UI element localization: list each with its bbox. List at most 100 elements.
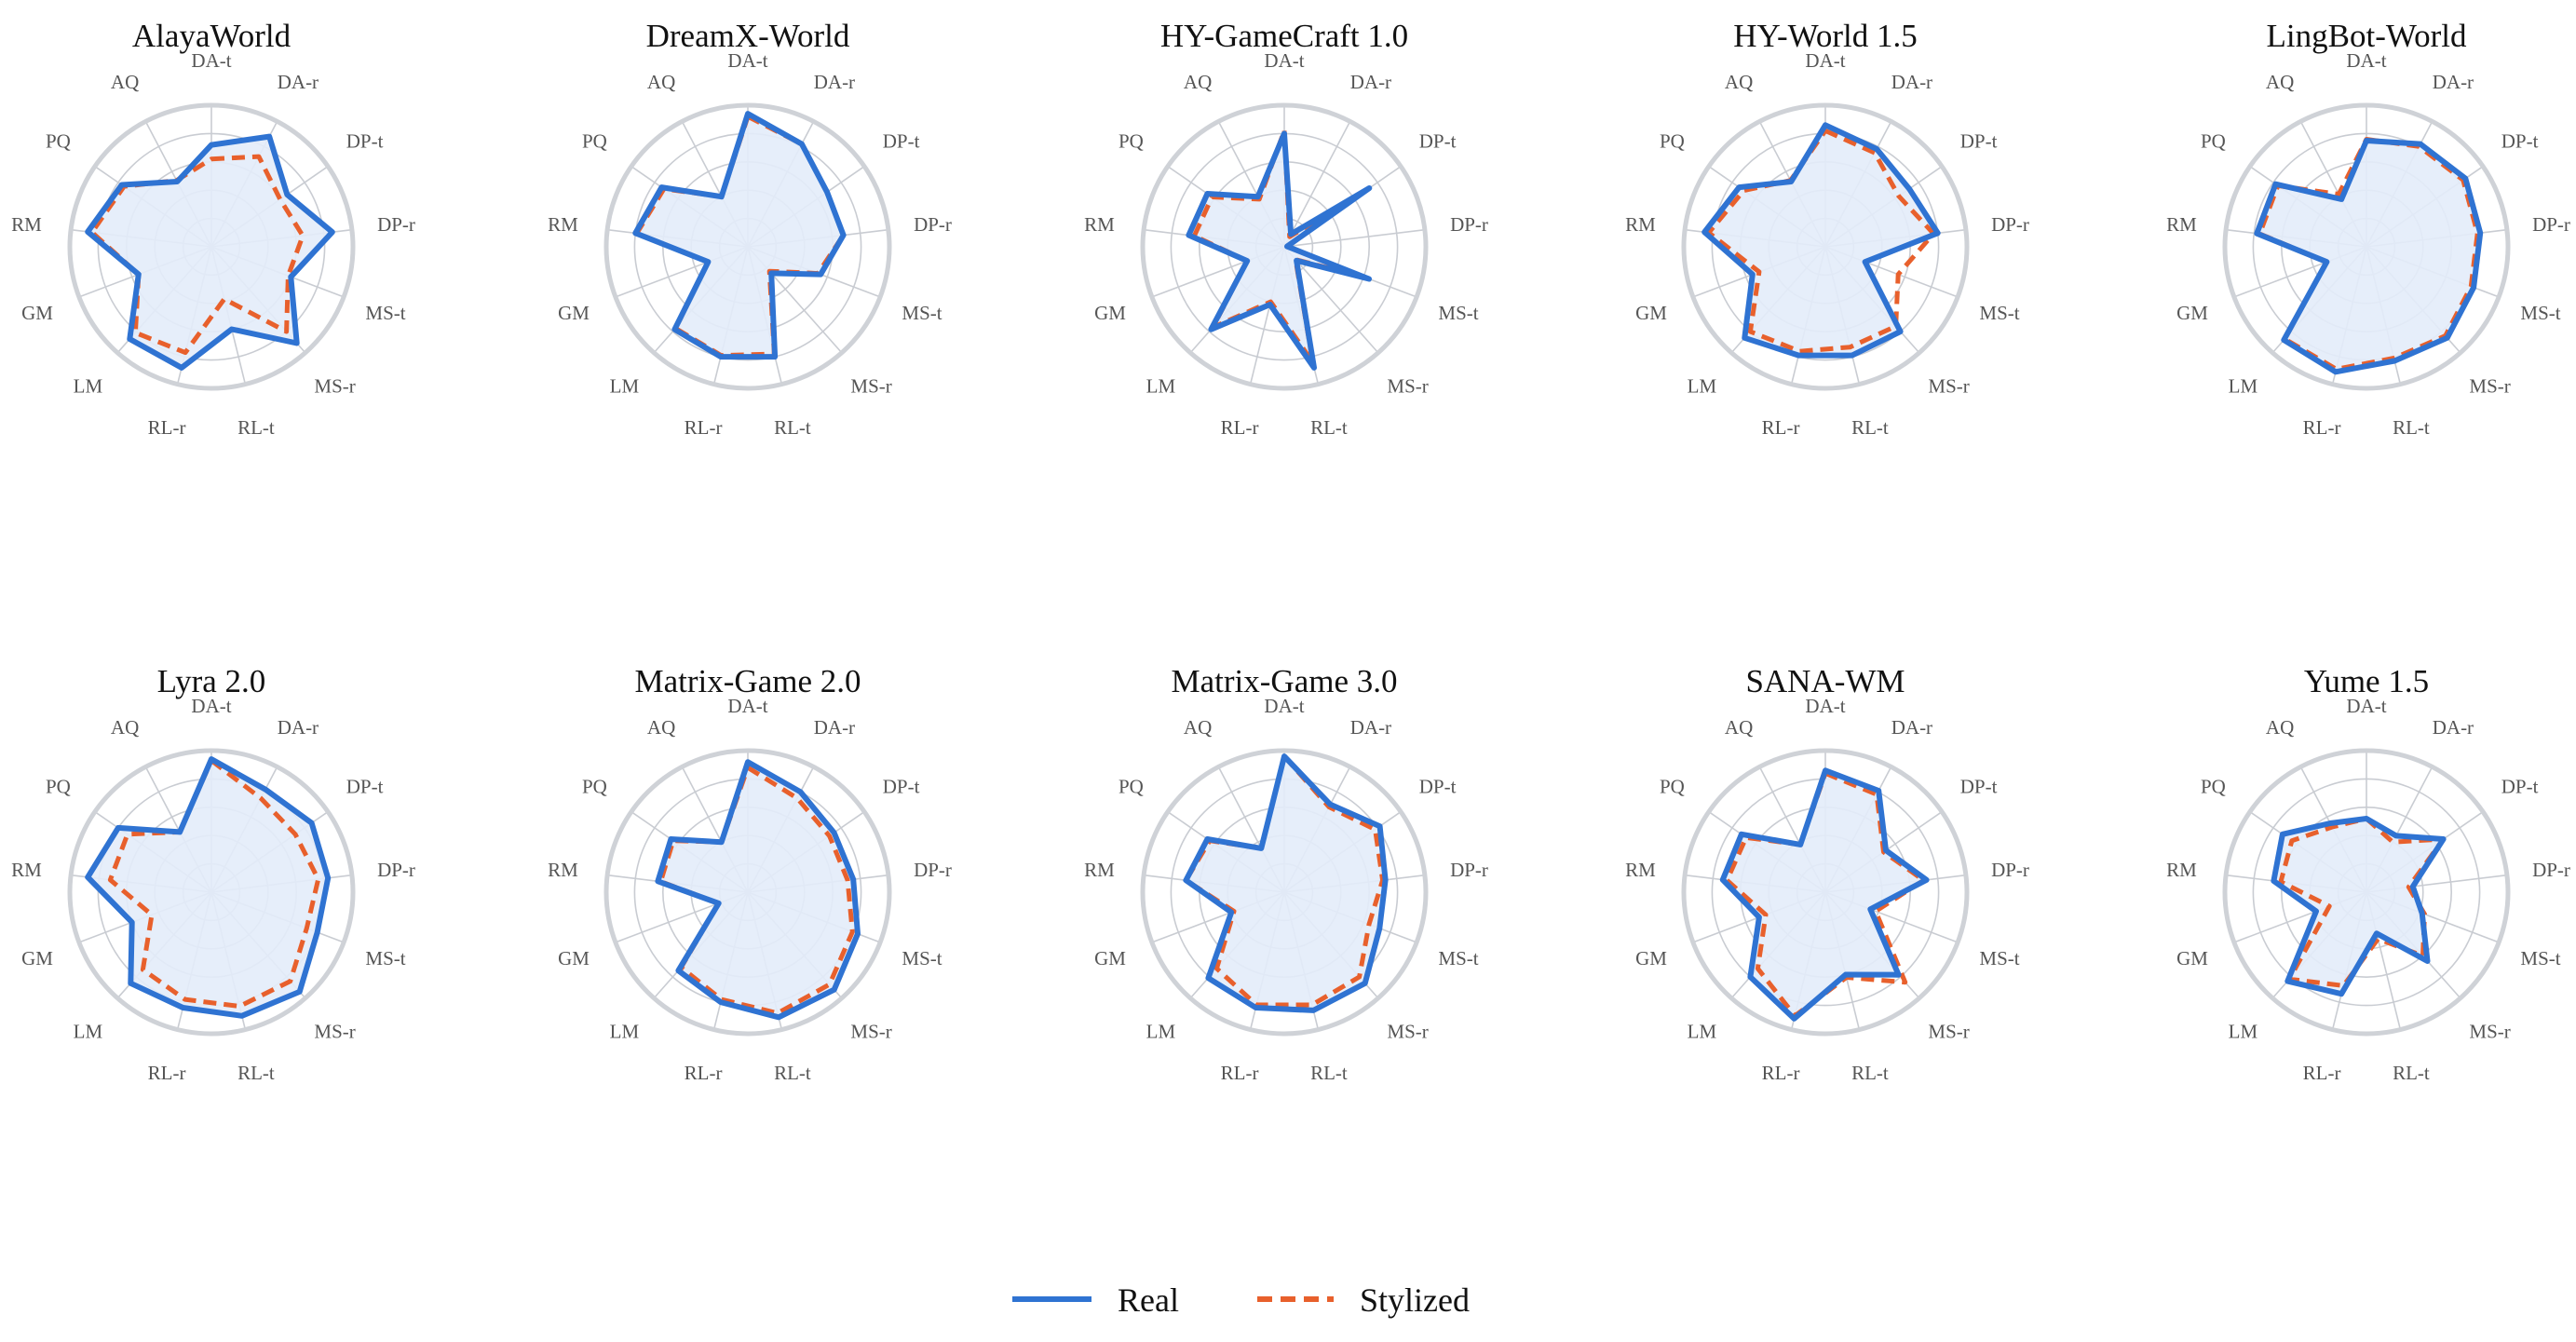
radar-chart: DA-t DA-r DP-t DP-r MS-t MS-r RL-t RL-r LM GM RM PQ…: [1625, 663, 2029, 1084]
axis-label: DA-t: [2346, 695, 2386, 717]
axis-label: DP-r: [914, 859, 952, 881]
axis-label: MS-t: [1438, 302, 1478, 324]
real-area-fill: [88, 759, 329, 1016]
outer-ring: [2222, 102, 2511, 391]
axis-label: GM: [1094, 947, 1126, 969]
axis-label: GM: [21, 947, 53, 969]
axis-label: DA-r: [814, 716, 855, 739]
axis-label: DP-r: [1450, 213, 1488, 236]
axis-label: AQ: [647, 716, 675, 739]
axis-label: DA-t: [727, 695, 767, 717]
axis-label: LM: [1688, 375, 1717, 398]
axis-label: DA-t: [727, 49, 767, 72]
real-area-fill: [2273, 819, 2444, 995]
series-line-real: [85, 133, 335, 371]
axis-label: RL-t: [1310, 416, 1348, 439]
axis-label: MS-r: [850, 1021, 891, 1043]
radar-chart: DA-t DA-r DP-t DP-r MS-t MS-r RL-t RL-r LM GM RM PQ…: [1084, 18, 1488, 439]
axis-label: MS-t: [2520, 302, 2560, 324]
grid-spoke: [1283, 228, 1425, 248]
axis-label: LM: [74, 375, 103, 398]
axis-label: RL-r: [2303, 1062, 2341, 1084]
radar-chart: DA-t DA-r DP-t DP-r MS-t MS-r RL-t RL-r LM GM RM PQ…: [2166, 663, 2570, 1084]
outer-ring: [67, 748, 356, 1037]
radar-chart: DA-t DA-r DP-t DP-r MS-t MS-r RL-t RL-r LM GM RM PQ…: [1625, 18, 2029, 439]
axis-label: MS-t: [1979, 947, 2019, 969]
axis-label: GM: [1094, 302, 1126, 324]
chart-title: Matrix-Game 2.0: [635, 663, 861, 699]
axis-label: MS-r: [1928, 375, 1969, 398]
axis-label: LM: [2229, 375, 2258, 398]
axis-label: RL-t: [774, 1062, 811, 1084]
axis-label: RM: [11, 859, 42, 881]
axis-label: DP-t: [1960, 129, 1998, 152]
axis-label: RL-t: [2393, 1062, 2430, 1084]
axis-label: AQ: [1184, 716, 1212, 739]
axis-label: AQ: [1184, 71, 1212, 93]
axis-label: RL-r: [1762, 416, 1800, 439]
axis-label: AQ: [1725, 71, 1753, 93]
axis-label: DA-t: [1264, 49, 1304, 72]
series-line-stylized: [1724, 770, 1927, 1019]
axis-label: RL-r: [1221, 416, 1259, 439]
axis-label: DA-r: [1891, 71, 1932, 93]
axis-label: DP-t: [1419, 129, 1457, 152]
axis-label: RL-r: [685, 416, 723, 439]
axis-label: DA-r: [278, 71, 319, 93]
axis-label: MS-r: [314, 1021, 355, 1043]
axis-label: RL-r: [148, 416, 186, 439]
real-area-fill: [2257, 141, 2481, 373]
axis-label: PQ: [2201, 129, 2226, 152]
outer-ring: [603, 102, 892, 391]
axis-label: DP-r: [377, 859, 415, 881]
axis-label: DP-r: [1991, 213, 2029, 236]
axis-label: RM: [1084, 213, 1115, 236]
axis-label: MS-t: [365, 947, 405, 969]
series-line-real: [1183, 753, 1389, 1013]
axis-label: LM: [1688, 1021, 1717, 1043]
axis-label: DP-r: [914, 213, 952, 236]
outer-ring: [1140, 102, 1429, 391]
axis-label: LM: [1146, 375, 1176, 398]
chart-title: DreamX-World: [646, 18, 850, 54]
axis-label: DA-t: [191, 695, 231, 717]
axis-label: RL-t: [237, 416, 275, 439]
axis-label: MS-t: [2520, 947, 2560, 969]
real-area-fill: [1722, 770, 1927, 1019]
axis-label: MS-t: [902, 302, 942, 324]
axis-label: DP-t: [883, 775, 920, 797]
chart-title: Yume 1.5: [2304, 663, 2429, 699]
real-area-fill: [1188, 133, 1370, 368]
legend: Real Stylized: [1012, 1281, 1470, 1319]
axis-label: AQ: [111, 71, 139, 93]
series-line-stylized: [1183, 753, 1386, 1008]
outer-ring: [67, 102, 356, 391]
axis-label: GM: [21, 302, 53, 324]
axis-label: PQ: [582, 775, 607, 797]
axis-label: DP-r: [377, 213, 415, 236]
axis-label: DA-r: [278, 716, 319, 739]
axis-label: MS-r: [1387, 375, 1428, 398]
axis-label: LM: [610, 375, 640, 398]
axis-label: MS-r: [850, 375, 891, 398]
series-line-real: [2254, 138, 2484, 375]
axis-label: MS-r: [1928, 1021, 1969, 1043]
real-area-fill: [88, 136, 332, 368]
real-area-fill: [658, 762, 858, 1018]
axis-label: RL-r: [685, 1062, 723, 1084]
axis-label: DA-t: [2346, 49, 2386, 72]
chart-title: HY-World 1.5: [1733, 18, 1917, 54]
axis-label: MS-r: [2469, 1021, 2510, 1043]
outer-ring: [1681, 748, 1970, 1037]
axis-label: LM: [1146, 1021, 1176, 1043]
chart-title: Matrix-Game 3.0: [1172, 663, 1398, 699]
radar-chart: DA-t DA-r DP-t DP-r MS-t MS-r RL-t RL-r LM GM RM PQ…: [548, 18, 952, 439]
real-area-fill: [1186, 756, 1386, 1010]
axis-label: AQ: [647, 71, 675, 93]
axis-label: RL-t: [774, 416, 811, 439]
axis-label: PQ: [46, 775, 71, 797]
real-area-fill: [1704, 125, 1938, 356]
axis-label: RL-r: [1762, 1062, 1800, 1084]
axis-label: RM: [2166, 213, 2197, 236]
axis-label: DP-t: [346, 129, 384, 152]
